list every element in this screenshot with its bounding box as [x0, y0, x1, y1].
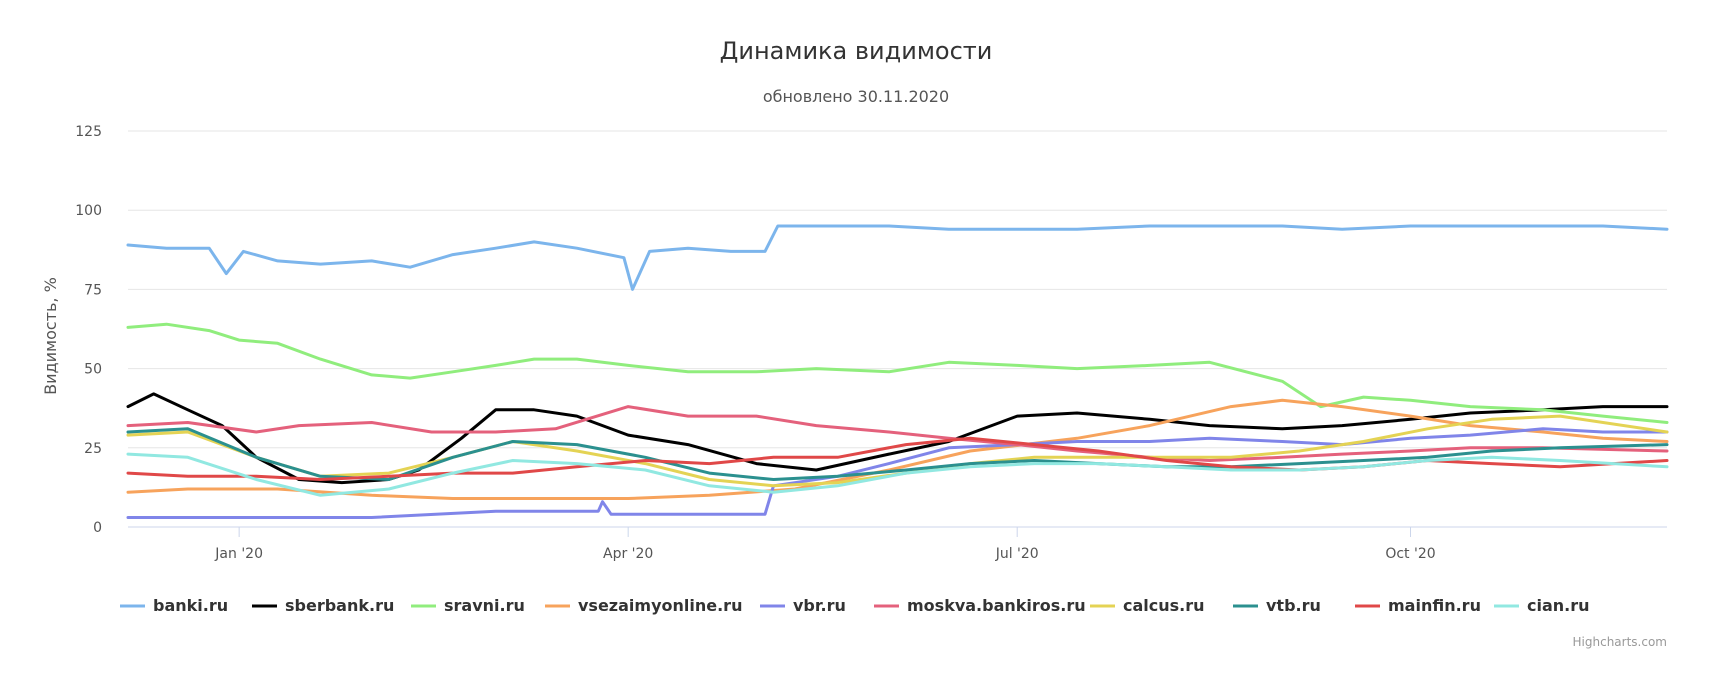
y-tick-label: 100 — [75, 203, 102, 219]
chart-subtitle: обновлено 30.11.2020 — [763, 87, 949, 106]
legend-label: moskva.bankiros.ru — [907, 596, 1086, 615]
legend-label: cian.ru — [1527, 596, 1590, 615]
y-axis-label: Видимость, % — [41, 277, 60, 395]
legend-item-sberbank-ru[interactable]: sberbank.ru — [252, 596, 394, 615]
legend-label: sravni.ru — [444, 596, 525, 615]
series-line-vbr-ru — [126, 427, 1669, 519]
legend-item-vtb-ru[interactable]: vtb.ru — [1233, 596, 1321, 615]
legend-label: vtb.ru — [1266, 596, 1321, 615]
series-line-vtb-ru — [126, 427, 1669, 481]
credits-link[interactable]: Highcharts.com — [1573, 635, 1667, 649]
series-line-sravni-ru — [126, 322, 1669, 424]
legend-item-calcus-ru[interactable]: calcus.ru — [1090, 596, 1205, 615]
legend-item-vbr-ru[interactable]: vbr.ru — [760, 596, 846, 615]
series-line-vsezaimyonline-ru — [126, 398, 1669, 500]
x-axis-ticks: Jan '20 Apr '20 Jul '20 Oct '20 — [214, 527, 1436, 562]
series-line-cian-ru — [126, 452, 1669, 497]
legend-label: banki.ru — [153, 596, 228, 615]
chart-title: Динамика видимости — [720, 37, 993, 65]
x-tick-label: Jan '20 — [214, 546, 263, 562]
legend-item-moskva-bankiros-ru[interactable]: moskva.bankiros.ru — [874, 596, 1086, 615]
legend-item-banki-ru[interactable]: banki.ru — [120, 596, 228, 615]
legend-item-vsezaimyonline-ru[interactable]: vsezaimyonline.ru — [545, 596, 742, 615]
legend-item-mainfin-ru[interactable]: mainfin.ru — [1355, 596, 1481, 615]
legend-label: mainfin.ru — [1388, 596, 1481, 615]
y-tick-label: 125 — [75, 124, 102, 140]
x-tick-label: Jul '20 — [995, 546, 1039, 562]
legend-item-cian-ru[interactable]: cian.ru — [1494, 596, 1590, 615]
y-tick-label: 50 — [84, 362, 102, 378]
series-line-calcus-ru — [126, 414, 1669, 488]
series-line-sberbank-ru — [126, 392, 1669, 485]
legend-label: sberbank.ru — [285, 596, 394, 615]
y-tick-label: 0 — [93, 520, 102, 536]
legend-item-sravni-ru[interactable]: sravni.ru — [411, 596, 525, 615]
y-tick-label: 75 — [84, 282, 102, 298]
legend-label: calcus.ru — [1123, 596, 1205, 615]
series-line-moskva-bankiros-ru — [126, 405, 1669, 462]
legend[interactable]: banki.ru sberbank.ru sravni.ru vsezaimyonli… — [120, 596, 1590, 615]
x-tick-label: Apr '20 — [603, 546, 653, 562]
series-line-banki-ru — [126, 224, 1669, 291]
x-tick-label: Oct '20 — [1385, 546, 1435, 562]
legend-label: vsezaimyonline.ru — [578, 596, 742, 615]
legend-label: vbr.ru — [793, 596, 846, 615]
series-lines — [126, 224, 1669, 519]
y-axis-ticks: 0 25 50 75 100 125 — [75, 124, 102, 536]
y-tick-label: 25 — [84, 441, 102, 457]
